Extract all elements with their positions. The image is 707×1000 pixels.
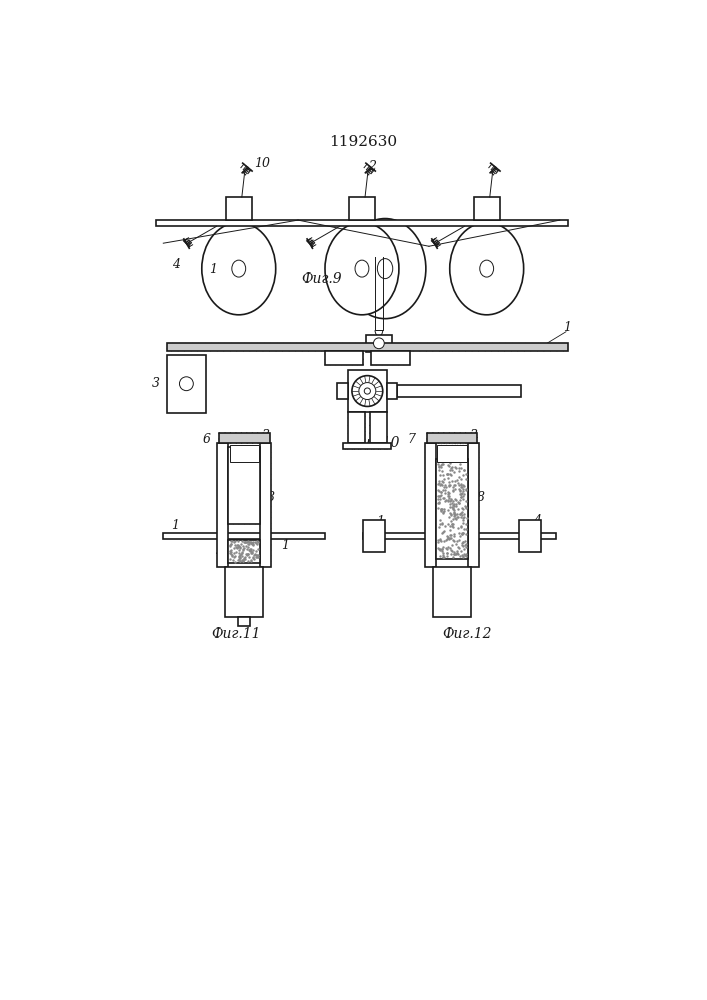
Bar: [325, 351, 363, 365]
Ellipse shape: [325, 222, 399, 315]
Circle shape: [373, 338, 385, 349]
Ellipse shape: [480, 260, 493, 277]
Bar: [238, 617, 250, 626]
Text: 3: 3: [262, 429, 269, 442]
Bar: [228, 540, 260, 563]
Bar: [387, 383, 397, 399]
Text: 1: 1: [376, 515, 385, 528]
Bar: [363, 520, 385, 552]
Bar: [228, 447, 260, 524]
Bar: [397, 385, 520, 397]
Text: 2: 2: [368, 160, 376, 173]
Text: 7: 7: [262, 445, 269, 458]
Ellipse shape: [232, 260, 246, 277]
Text: 5: 5: [240, 585, 248, 598]
Bar: [366, 335, 392, 352]
Text: 1: 1: [171, 519, 179, 532]
Bar: [468, 443, 479, 567]
Text: 4: 4: [533, 514, 541, 527]
Text: 8: 8: [477, 491, 485, 504]
Bar: [349, 197, 375, 220]
Ellipse shape: [378, 259, 393, 279]
Bar: [225, 567, 264, 617]
Text: 1192630: 1192630: [329, 135, 397, 149]
Text: 5: 5: [448, 585, 456, 598]
Bar: [156, 220, 568, 226]
Circle shape: [352, 376, 382, 406]
Bar: [370, 412, 387, 443]
Text: 6: 6: [202, 433, 211, 446]
Bar: [337, 383, 348, 399]
Ellipse shape: [344, 219, 426, 319]
Text: 4: 4: [173, 258, 180, 271]
Circle shape: [180, 377, 193, 391]
Bar: [474, 197, 500, 220]
Bar: [163, 533, 325, 539]
Bar: [167, 343, 568, 351]
Text: 8: 8: [267, 491, 275, 504]
Text: 10: 10: [255, 157, 271, 170]
Circle shape: [359, 383, 376, 400]
Circle shape: [364, 388, 370, 394]
Bar: [433, 567, 472, 617]
Bar: [344, 443, 391, 449]
Bar: [218, 433, 269, 443]
Bar: [363, 533, 556, 539]
Text: 4: 4: [215, 546, 223, 559]
Bar: [348, 370, 387, 412]
Bar: [217, 443, 228, 567]
Text: 3: 3: [151, 377, 160, 390]
Ellipse shape: [201, 222, 276, 315]
Bar: [167, 355, 206, 413]
Bar: [348, 412, 365, 443]
Bar: [436, 459, 468, 559]
Bar: [226, 197, 252, 220]
Bar: [230, 445, 259, 462]
Text: 1: 1: [563, 321, 571, 334]
Text: Фиг.9: Фиг.9: [301, 272, 341, 286]
Text: 1: 1: [533, 540, 541, 553]
Bar: [426, 433, 477, 443]
Bar: [519, 520, 541, 552]
Text: 3: 3: [469, 429, 478, 442]
Ellipse shape: [355, 260, 369, 277]
Bar: [425, 443, 436, 567]
Text: Фиг.10: Фиг.10: [350, 436, 399, 450]
Text: 7: 7: [407, 433, 415, 446]
Text: 1: 1: [281, 539, 289, 552]
Bar: [371, 351, 409, 365]
Bar: [438, 445, 467, 462]
Text: Фиг.12: Фиг.12: [443, 627, 492, 641]
Bar: [260, 443, 271, 567]
Text: 1: 1: [209, 263, 217, 276]
Ellipse shape: [450, 222, 524, 315]
Text: Фиг.11: Фиг.11: [211, 627, 261, 641]
